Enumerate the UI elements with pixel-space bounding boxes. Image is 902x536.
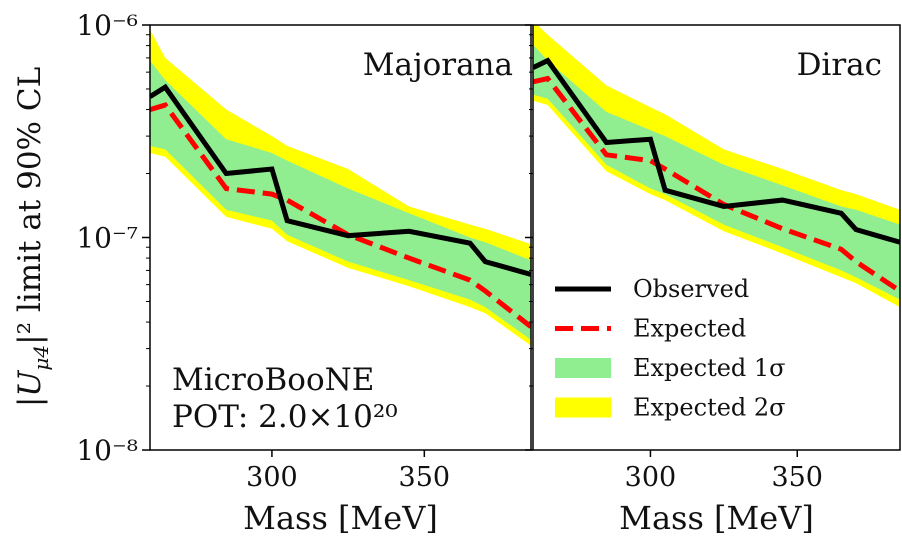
y-tick-label: 10⁻⁷ bbox=[76, 222, 138, 255]
y-label-part: |² limit at 90% CL bbox=[12, 67, 48, 345]
series-line bbox=[533, 75, 900, 294]
y-tick-label: 10⁻⁸ bbox=[76, 434, 138, 467]
confidence-band bbox=[533, 44, 900, 300]
x-tick-label: 300 bbox=[246, 462, 298, 493]
series-line bbox=[150, 102, 531, 329]
legend-label: Expected bbox=[633, 315, 746, 343]
series-line bbox=[533, 57, 900, 245]
y-axis-label: |Uμ4|² limit at 90% CL bbox=[12, 67, 53, 407]
annotation: POT: 2.0×10²⁰ bbox=[172, 399, 398, 435]
y-tick-label: 10⁻⁶ bbox=[76, 9, 138, 42]
legend-swatch bbox=[555, 358, 611, 378]
series-line bbox=[150, 83, 531, 277]
plot-area bbox=[533, 25, 900, 308]
x-axis-label: Mass [MeV] bbox=[619, 499, 814, 536]
y-label-subscript: μ4 bbox=[29, 345, 53, 371]
legend-label: Expected 1σ bbox=[633, 354, 786, 382]
x-tick-label: 350 bbox=[771, 462, 823, 493]
legend-label: Observed bbox=[633, 275, 749, 303]
legend-swatch bbox=[555, 397, 611, 418]
x-tick-label: 300 bbox=[625, 462, 677, 493]
panel-title: Dirac bbox=[797, 47, 882, 83]
plot-area bbox=[150, 29, 531, 346]
legend-label: Expected 2σ bbox=[633, 394, 786, 422]
x-axis-label: Mass [MeV] bbox=[243, 499, 438, 536]
y-label-part: |U bbox=[12, 370, 48, 407]
annotation: MicroBooNE bbox=[172, 362, 374, 398]
panel-title: Majorana bbox=[363, 47, 513, 83]
x-tick-label: 350 bbox=[399, 462, 451, 493]
